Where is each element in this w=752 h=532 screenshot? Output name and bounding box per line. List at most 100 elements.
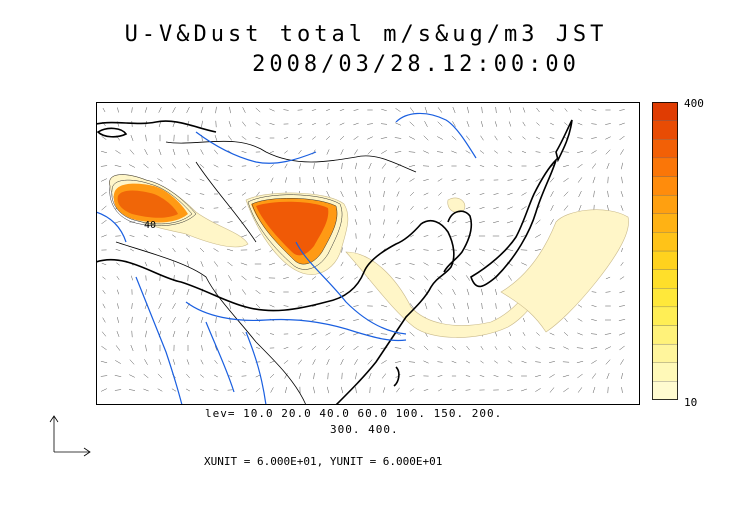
- wind-vector: [117, 317, 119, 323]
- wind-vector: [311, 290, 317, 294]
- wind-vector: [326, 149, 330, 155]
- wind-vector: [395, 177, 401, 183]
- wind-vector: [619, 345, 625, 351]
- wind-vector: [298, 136, 302, 140]
- wind-vector: [621, 247, 623, 253]
- wind-vector: [228, 331, 232, 337]
- wind-vector: [270, 151, 274, 153]
- wind-vector: [563, 164, 569, 168]
- wind-vector: [284, 163, 288, 169]
- wind-vector: [339, 135, 345, 141]
- wind-vector: [408, 164, 416, 168]
- wind-vector: [213, 179, 219, 181]
- wind-vector: [492, 248, 500, 252]
- wind-vector: [214, 135, 218, 141]
- wind-vector: [256, 191, 260, 197]
- color-bar-cell: [652, 232, 678, 252]
- wind-vector: [254, 248, 262, 252]
- wind-vector: [508, 346, 512, 350]
- wind-vector: [114, 389, 122, 391]
- wind-vector: [423, 262, 429, 266]
- wind-vector: [604, 333, 612, 335]
- wind-vector: [495, 331, 497, 337]
- rivers: [96, 112, 477, 405]
- wind-vector: [340, 386, 344, 394]
- wind-vector: [451, 360, 457, 364]
- wind-vector: [467, 106, 469, 114]
- wind-vector: [621, 176, 623, 184]
- wind-vector: [131, 107, 133, 113]
- wind-vector: [157, 178, 163, 182]
- wind-vector: [382, 233, 386, 239]
- color-bar-cell: [652, 157, 678, 177]
- wind-vector: [479, 206, 485, 210]
- wind-vector: [395, 263, 401, 265]
- wind-vector: [102, 317, 106, 323]
- wind-vector: [341, 176, 343, 184]
- wind-vector: [620, 205, 624, 211]
- wind-vector: [619, 135, 625, 141]
- wind-vector: [451, 179, 457, 181]
- wind-vector: [437, 107, 443, 113]
- wind-vector: [576, 347, 584, 349]
- wind-vector: [102, 276, 106, 280]
- wind-vector: [493, 206, 499, 210]
- wind-vector: [409, 178, 415, 182]
- wind-vector: [158, 316, 162, 324]
- wind-vector: [227, 206, 233, 210]
- wind-vector: [618, 332, 626, 336]
- wind-vector: [466, 288, 470, 296]
- wind-vector: [451, 235, 457, 237]
- wind-vector: [550, 219, 554, 225]
- wind-vector: [131, 275, 133, 281]
- wind-vector: [326, 358, 330, 366]
- wind-vector: [115, 220, 121, 224]
- wind-vector: [563, 151, 569, 153]
- wind-vector: [313, 176, 315, 184]
- wind-vector: [144, 148, 148, 156]
- wind-vector: [621, 162, 623, 170]
- wind-vector: [452, 192, 456, 196]
- wind-vector: [354, 276, 358, 280]
- wind-vector: [115, 249, 121, 251]
- wind-vector: [577, 387, 583, 393]
- wind-vector: [479, 165, 485, 167]
- wind-vector: [283, 277, 289, 279]
- wind-vector: [215, 302, 217, 310]
- wind-vector: [269, 373, 275, 379]
- wind-vector: [619, 122, 625, 126]
- wind-vector: [394, 151, 402, 153]
- color-bar: [652, 102, 678, 400]
- wind-vector: [465, 375, 471, 377]
- wind-vector: [396, 205, 400, 211]
- wind-vector: [100, 178, 108, 182]
- wind-vector: [467, 302, 469, 310]
- wind-vector: [311, 332, 317, 336]
- wind-vector: [367, 291, 373, 293]
- wind-vector: [241, 206, 247, 210]
- wind-vector: [480, 135, 484, 141]
- wind-vector: [452, 121, 456, 127]
- wind-vector: [410, 220, 414, 224]
- wind-vector: [578, 190, 582, 198]
- wind-vector: [171, 178, 177, 182]
- wind-vector: [117, 107, 119, 113]
- wind-vector: [143, 163, 149, 169]
- wind-vector: [213, 261, 219, 267]
- wind-vector: [521, 388, 527, 392]
- wind-vector: [201, 120, 203, 128]
- wind-vector: [186, 359, 190, 365]
- wind-vector: [269, 333, 275, 335]
- wind-vector: [186, 373, 190, 379]
- wind-vector: [241, 361, 247, 363]
- color-bar-frame: [652, 102, 678, 400]
- wind-vector: [143, 388, 149, 392]
- wind-vector: [200, 106, 204, 114]
- wind-vector: [157, 388, 163, 392]
- wind-vector: [145, 330, 147, 338]
- wind-vector: [465, 360, 471, 364]
- wind-vector: [116, 276, 120, 280]
- wind-vector: [380, 333, 388, 335]
- wind-vector: [396, 387, 400, 393]
- wind-vector: [535, 219, 541, 225]
